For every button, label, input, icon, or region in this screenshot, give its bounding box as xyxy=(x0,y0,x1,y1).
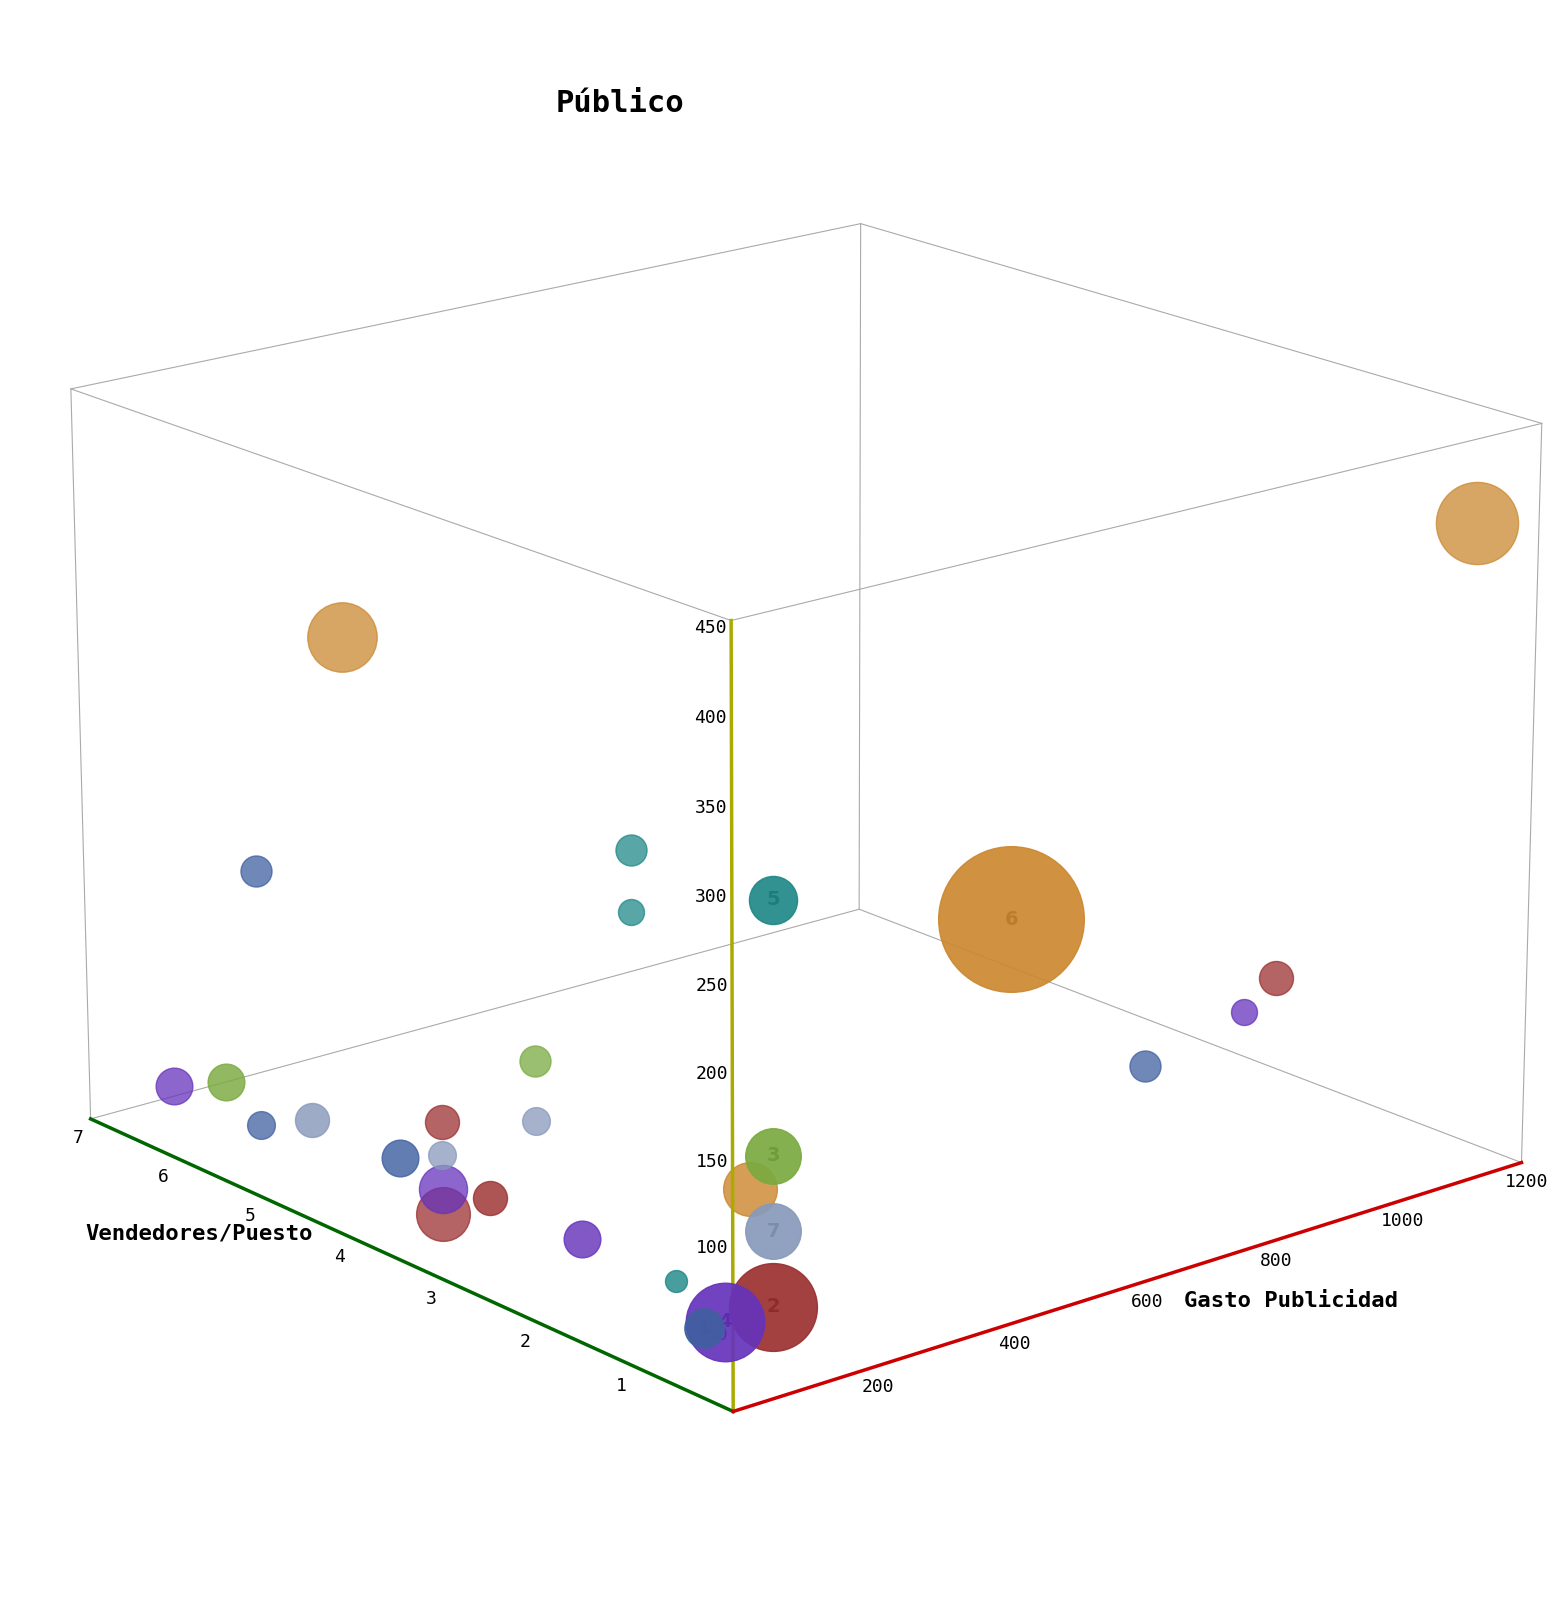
Text: Público: Público xyxy=(555,90,684,118)
